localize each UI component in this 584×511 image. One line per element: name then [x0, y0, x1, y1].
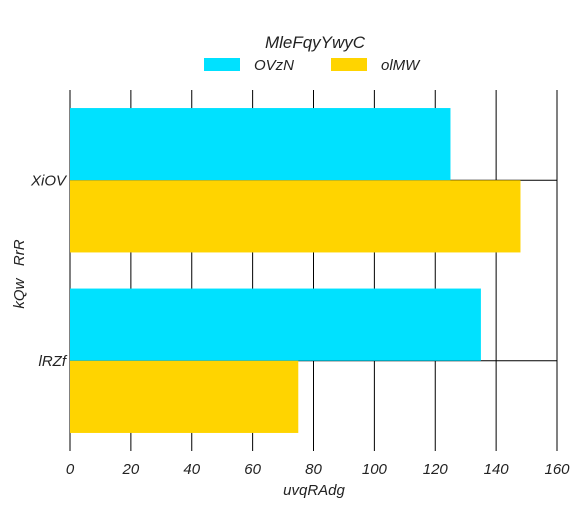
x-tick-labels: 0 20 40 60 80 100 120 140 160 — [66, 461, 570, 478]
legend-label-ovzn: OVzN — [254, 57, 294, 74]
x-tick-label-60: 60 — [244, 461, 261, 478]
x-tick-label-100: 100 — [362, 461, 388, 478]
y-tick-label-lrzf: lRZf — [39, 353, 68, 370]
y-tick-labels: XiOV lRZf — [30, 172, 68, 370]
bar-olmw-lrzf — [70, 360, 299, 433]
x-tick-label-140: 140 — [484, 461, 510, 478]
legend-label-olmw: olMW — [381, 57, 421, 74]
x-tick-label-20: 20 — [122, 461, 140, 478]
x-tick-label-0: 0 — [66, 461, 75, 478]
x-tick-label-40: 40 — [183, 461, 200, 478]
x-tick-label-80: 80 — [305, 461, 322, 478]
legend-swatch-olmw — [331, 58, 367, 71]
legend: OVzN olMW — [204, 57, 421, 74]
y-tick-label-xiov: XiOV — [30, 172, 68, 189]
bar-ovzn-lrzf — [70, 288, 481, 361]
x-axis-label: uvqRAdg — [283, 482, 345, 499]
x-tick-label-120: 120 — [423, 461, 449, 478]
bar-ovzn-xiov — [70, 108, 451, 181]
bars — [70, 108, 521, 433]
y-axis-label: kQw RrR — [11, 239, 28, 308]
chart-title: MleFqyYwyC — [265, 33, 366, 52]
bar-olmw-xiov — [70, 180, 521, 253]
x-tick-label-160: 160 — [544, 461, 570, 478]
legend-swatch-ovzn — [204, 58, 240, 71]
